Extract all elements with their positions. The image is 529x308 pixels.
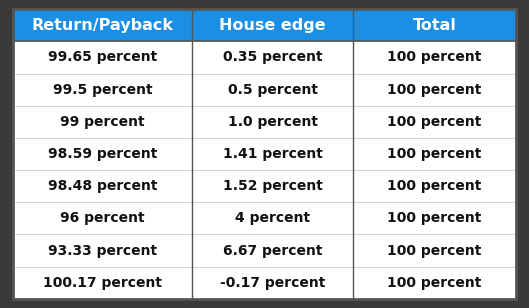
Text: 100 percent: 100 percent	[387, 147, 482, 161]
Text: 100 percent: 100 percent	[387, 83, 482, 97]
Text: Return/Payback: Return/Payback	[31, 18, 174, 33]
Bar	[13, 9, 516, 41]
Text: 0.5 percent: 0.5 percent	[227, 83, 317, 97]
Text: 93.33 percent: 93.33 percent	[48, 244, 157, 257]
Text: 100 percent: 100 percent	[387, 51, 482, 64]
Text: 98.48 percent: 98.48 percent	[48, 179, 157, 193]
Text: 1.52 percent: 1.52 percent	[223, 179, 323, 193]
Text: 1.41 percent: 1.41 percent	[223, 147, 323, 161]
Text: 6.67 percent: 6.67 percent	[223, 244, 322, 257]
Text: 4 percent: 4 percent	[235, 211, 310, 225]
Text: 100.17 percent: 100.17 percent	[43, 276, 162, 290]
Text: -0.17 percent: -0.17 percent	[220, 276, 325, 290]
Text: 100 percent: 100 percent	[387, 244, 482, 257]
Text: 99.5 percent: 99.5 percent	[52, 83, 152, 97]
Text: 99.65 percent: 99.65 percent	[48, 51, 157, 64]
Text: 98.59 percent: 98.59 percent	[48, 147, 157, 161]
Text: Total: Total	[413, 18, 457, 33]
Text: 1.0 percent: 1.0 percent	[227, 115, 317, 129]
Text: 96 percent: 96 percent	[60, 211, 145, 225]
Text: 0.35 percent: 0.35 percent	[223, 51, 322, 64]
Text: 100 percent: 100 percent	[387, 115, 482, 129]
Text: House edge: House edge	[219, 18, 326, 33]
Text: 100 percent: 100 percent	[387, 276, 482, 290]
Text: 100 percent: 100 percent	[387, 211, 482, 225]
Text: 100 percent: 100 percent	[387, 179, 482, 193]
Text: 99 percent: 99 percent	[60, 115, 145, 129]
